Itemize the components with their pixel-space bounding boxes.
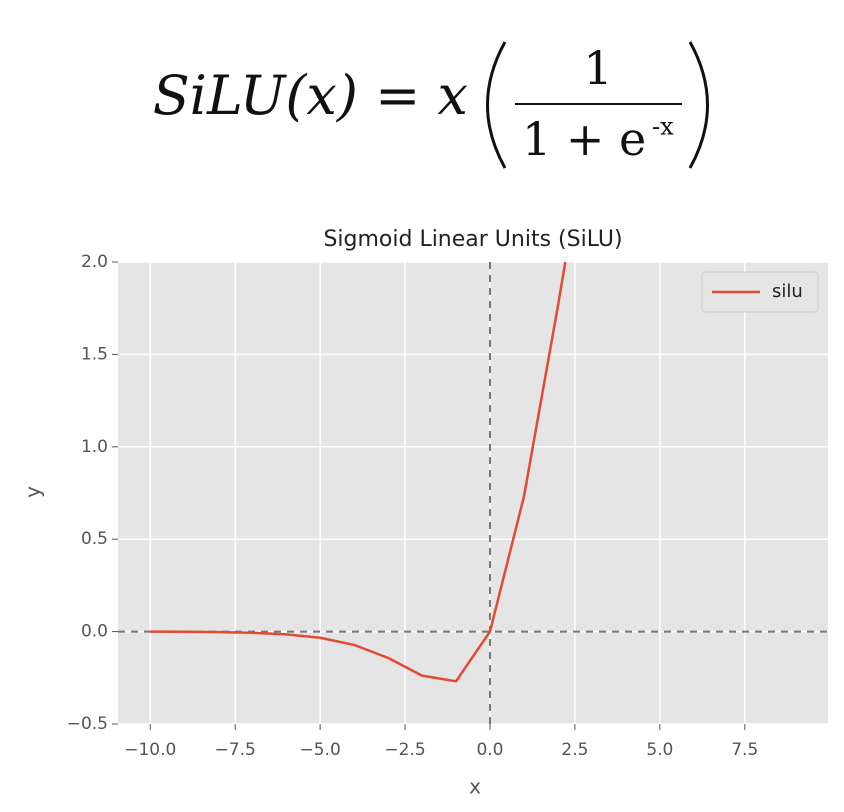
formula-lhs: SiLU(x) = x bbox=[153, 64, 468, 127]
x-tick-label: −2.5 bbox=[384, 740, 425, 760]
y-tick-label: 2.0 bbox=[81, 252, 108, 272]
x-tick-label: 0.0 bbox=[476, 740, 503, 760]
y-tick-label: 1.5 bbox=[81, 344, 108, 364]
paren-right bbox=[688, 41, 709, 169]
formula-denominator: 1 + e bbox=[522, 112, 646, 166]
x-axis-label: x bbox=[469, 775, 481, 799]
chart-title: Sigmoid Linear Units (SiLU) bbox=[323, 227, 622, 252]
x-tick-label: −5.0 bbox=[299, 740, 340, 760]
y-tick-label: 0.0 bbox=[81, 622, 108, 642]
x-tick-label: −7.5 bbox=[215, 740, 256, 760]
formula-numerator: 1 bbox=[583, 41, 612, 95]
paren-left bbox=[486, 41, 507, 169]
formula-exponent: -x bbox=[652, 113, 674, 141]
x-tick-label: 2.5 bbox=[561, 740, 588, 760]
legend-label: silu bbox=[772, 281, 803, 302]
y-tick-label: 1.0 bbox=[81, 437, 108, 457]
plot bbox=[118, 262, 828, 724]
formula: SiLU(x) = x 1 1 + e -x bbox=[153, 41, 709, 169]
y-axis-label: y bbox=[21, 486, 45, 498]
series-line bbox=[150, 262, 567, 683]
x-tick-label: 5.0 bbox=[646, 740, 673, 760]
y-tick-label: −0.5 bbox=[67, 714, 108, 734]
ticks: −10.0 −7.5 −5.0 −2.5 0.0 2.5 5.0 7.5 −0.5 0.0 0.5 1… bbox=[67, 252, 759, 760]
legend: silu bbox=[701, 271, 819, 313]
x-tick-label: 7.5 bbox=[731, 740, 758, 760]
x-tick-label: −10.0 bbox=[124, 740, 176, 760]
plot-area bbox=[118, 262, 828, 724]
y-tick-label: 0.5 bbox=[81, 529, 108, 549]
